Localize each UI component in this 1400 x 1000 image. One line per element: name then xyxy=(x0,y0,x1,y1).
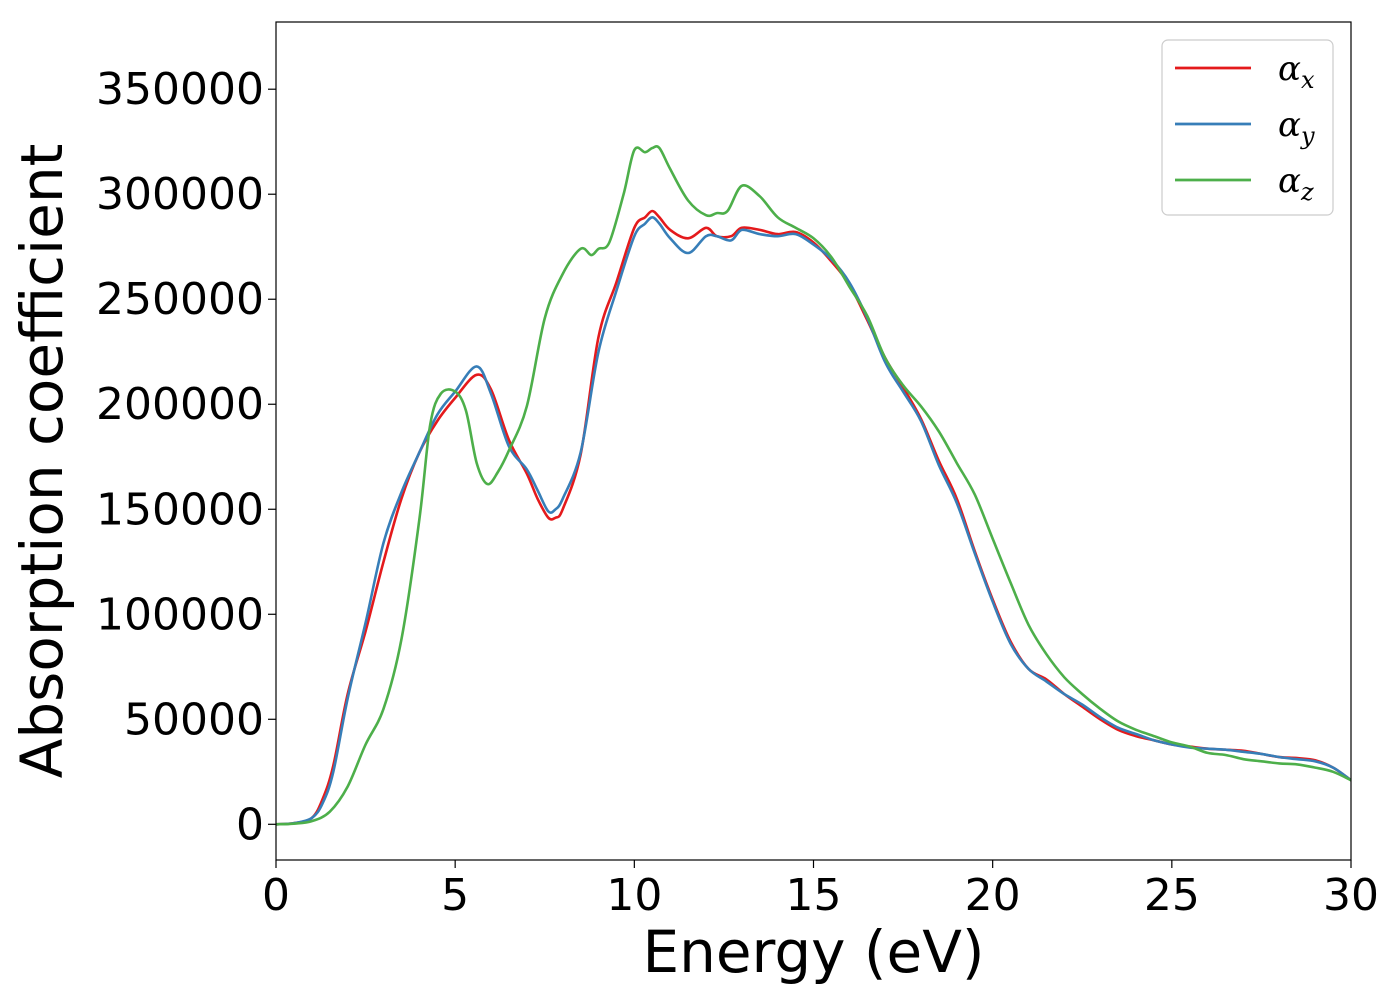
series-line-alpha-x xyxy=(276,209,1351,826)
y-tick-label: 200000 xyxy=(96,379,264,430)
legend-label-alpha-x: αx xyxy=(1278,49,1315,94)
x-tick-label: 0 xyxy=(262,870,290,921)
x-axis-title: Energy (eV) xyxy=(642,918,984,986)
legend-label-alpha-y: αy xyxy=(1278,105,1315,150)
legend: αx αy αz xyxy=(1161,39,1334,216)
y-tick-label: 250000 xyxy=(96,274,264,325)
x-axis-ticks: 0 5 10 15 20 25 30 xyxy=(262,860,1379,921)
y-tick-label: 0 xyxy=(236,799,264,850)
x-tick-label: 10 xyxy=(606,870,662,921)
y-tick-label: 100000 xyxy=(96,589,264,640)
y-axis-title: Absorption coefficient xyxy=(8,144,76,779)
legend-box xyxy=(1161,39,1334,216)
series-layer xyxy=(276,144,1351,826)
x-tick-label: 20 xyxy=(965,870,1021,921)
y-tick-label: 150000 xyxy=(96,484,264,535)
x-tick-label: 5 xyxy=(441,870,469,921)
legend-label-alpha-z: αz xyxy=(1278,161,1314,206)
x-tick-label: 25 xyxy=(1144,870,1200,921)
series-line-alpha-y xyxy=(276,216,1351,826)
y-tick-label: 300000 xyxy=(96,169,264,220)
y-tick-label: 50000 xyxy=(124,694,264,745)
y-axis-ticks: 0 50000 100000 150000 200000 250000 300000 3500… xyxy=(96,64,276,850)
x-tick-label: 15 xyxy=(786,870,842,921)
y-tick-label: 350000 xyxy=(96,64,264,115)
series-line-alpha-z xyxy=(276,144,1351,826)
x-tick-label: 30 xyxy=(1323,870,1379,921)
